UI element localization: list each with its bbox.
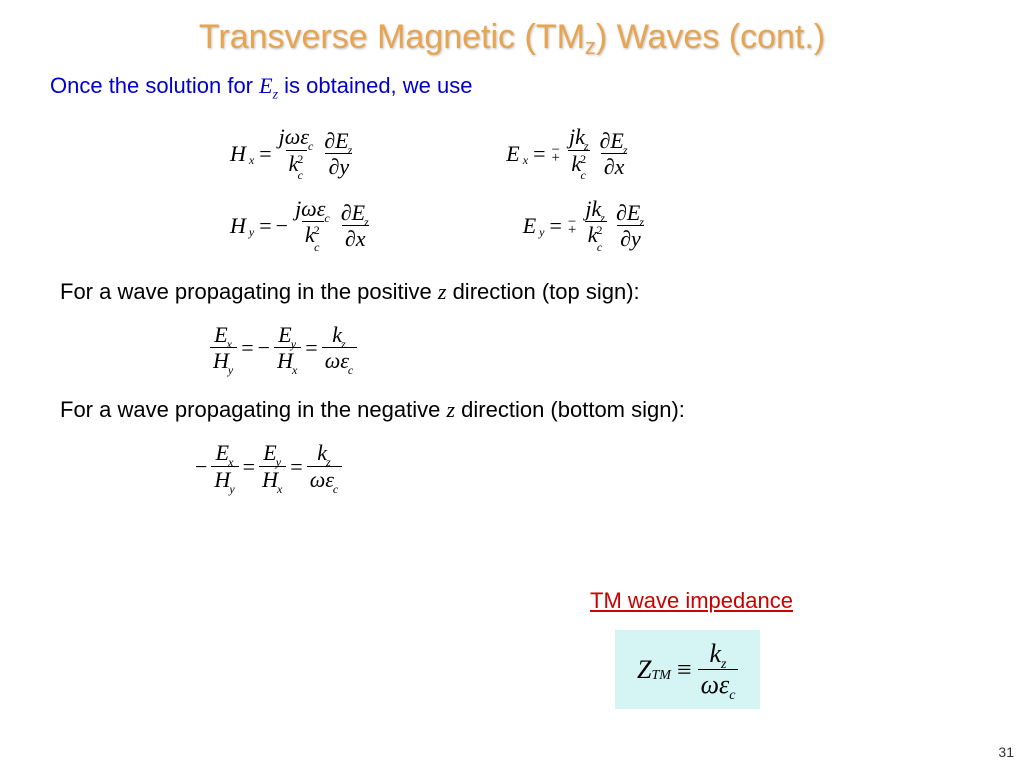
body-line-2: For a wave propagating in the negative z… xyxy=(60,397,1024,423)
body-line-1: For a wave propagating in the positive z… xyxy=(60,279,1024,305)
equation-row-1: Hx = jωεc k2c ∂Ez ∂y Ex = −+ jkz k2c ∂Ez… xyxy=(230,125,1024,183)
equation-row-2: Hy = − jωεc k2c ∂Ez ∂x Ey = −+ jkz k2c ∂… xyxy=(230,197,1024,255)
body2-b: direction (bottom sign): xyxy=(455,397,685,422)
intro-line: Once the solution for Ez is obtained, we… xyxy=(50,73,1024,103)
eq-Ex: Ex = −+ jkz k2c ∂Ez ∂x xyxy=(506,125,631,183)
slide-title: Transverse Magnetic (TMz) Waves (cont.) xyxy=(0,0,1024,57)
eq-Hx: Hx = jωεc k2c ∂Ez ∂y xyxy=(230,125,356,183)
title-suffix: ) Waves (cont.) xyxy=(596,18,825,56)
intro-var: E xyxy=(259,73,272,98)
body2-a: For a wave propagating in the negative xyxy=(60,397,446,422)
body1-b: direction (top sign): xyxy=(446,279,639,304)
intro-a: Once the solution for xyxy=(50,73,259,98)
page-number: 31 xyxy=(998,744,1014,760)
impedance-label: TM wave impedance xyxy=(590,588,793,614)
intro-b: is obtained, we use xyxy=(278,73,472,98)
body1-a: For a wave propagating in the positive xyxy=(60,279,438,304)
body2-z: z xyxy=(446,397,455,422)
title-sub: z xyxy=(585,34,596,59)
eq-Ey: Ey = −+ jkz k2c ∂Ez ∂y xyxy=(523,197,648,255)
impedance-box: ZTM ≡ kz ωεc xyxy=(615,630,760,709)
eq-Hy: Hy = − jωεc k2c ∂Ez ∂x xyxy=(230,197,373,255)
eq-ratio-neg: − Ex Hy = Ey Hx = kz ωεc xyxy=(195,441,1024,491)
title-prefix: Transverse Magnetic (TM xyxy=(199,18,585,56)
eq-ratio-pos: Ex Hy =− Ey Hx = kz ωεc xyxy=(210,323,1024,373)
